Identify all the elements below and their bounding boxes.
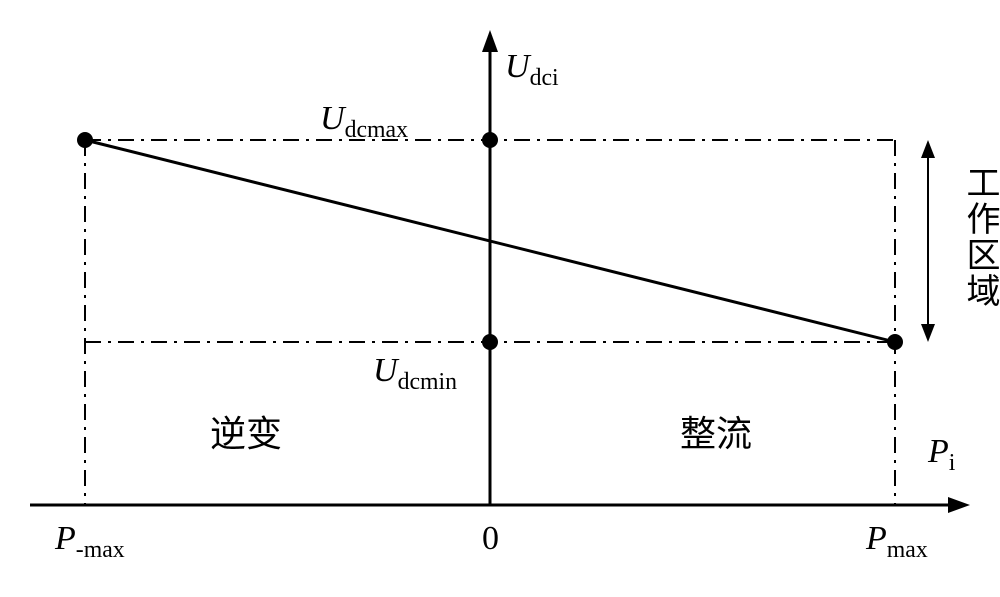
y-axis-label: Udci [505, 48, 559, 92]
y-axis-label-main: U [505, 48, 530, 85]
pmin-main: P [55, 520, 76, 557]
inverter-text: 逆变 [210, 414, 282, 454]
bracket-arrow-top [921, 140, 935, 158]
rectifier-text: 整流 [680, 414, 752, 454]
udcmax-main: U [320, 100, 345, 137]
dot-bottom-center [482, 334, 498, 350]
working-area-label: 工作区域 [955, 165, 1000, 309]
origin-label: 0 [482, 520, 499, 558]
pmax-label: Pmax [866, 520, 928, 564]
dot-top-center [482, 132, 498, 148]
inverter-label: 逆变 [210, 405, 282, 457]
diagram-container: Udci Udcmax Udcmin Pi P-max Pmax 0 逆变 整流… [0, 0, 1000, 597]
x-axis-label-sub: i [949, 450, 956, 476]
pmax-main: P [866, 520, 887, 557]
working-area-text: 工作区域 [961, 165, 998, 309]
dot-bottom-right [887, 334, 903, 350]
pmin-label: P-max [55, 520, 125, 564]
diagram-svg [0, 0, 1000, 597]
pmin-sub: -max [76, 537, 125, 563]
udcmin-label: Udcmin [373, 352, 457, 396]
y-axis-label-sub: dci [530, 65, 559, 91]
udcmax-sub: dcmax [345, 117, 408, 143]
bracket-arrow-bottom [921, 324, 935, 342]
udcmin-sub: dcmin [398, 369, 457, 395]
rectifier-label: 整流 [680, 405, 752, 457]
udcmin-main: U [373, 352, 398, 389]
x-axis-label: Pi [928, 433, 955, 477]
x-axis-arrow [948, 497, 970, 513]
udcmax-label: Udcmax [320, 100, 408, 144]
origin-text: 0 [482, 520, 499, 557]
y-axis-arrow [482, 30, 498, 52]
dot-top-left [77, 132, 93, 148]
pmax-sub: max [887, 537, 928, 563]
x-axis-label-main: P [928, 433, 949, 470]
